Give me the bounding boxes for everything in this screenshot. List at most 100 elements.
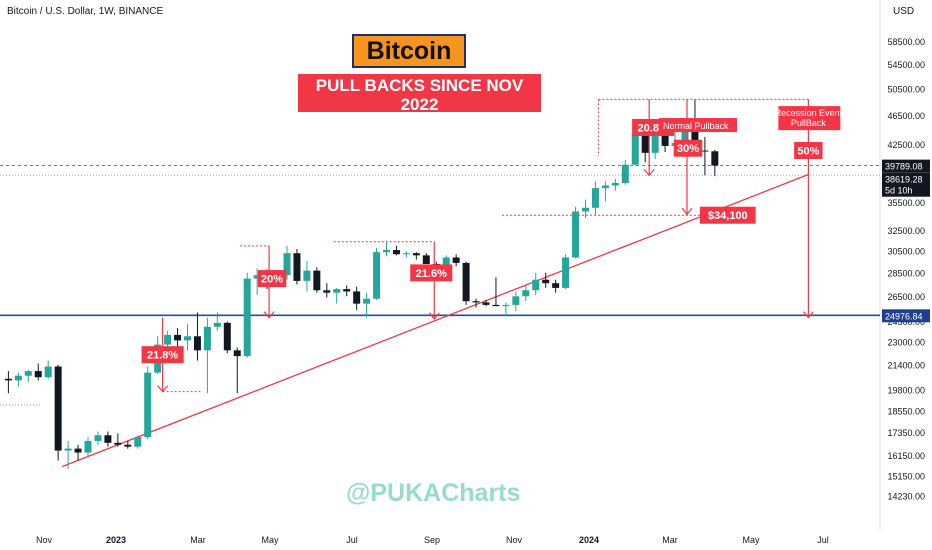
candle bbox=[353, 286, 361, 310]
candle bbox=[14, 372, 22, 387]
candle bbox=[174, 328, 182, 347]
candle-body bbox=[601, 185, 609, 189]
candle-body bbox=[711, 151, 719, 166]
candle bbox=[44, 360, 52, 379]
subtitle-box: PULL BACKS SINCE NOV 2022 and possible s… bbox=[298, 74, 541, 131]
candle-body bbox=[701, 150, 709, 152]
pullback2-label: 20% bbox=[257, 270, 287, 288]
candle bbox=[84, 437, 92, 457]
recession-value-bg bbox=[794, 142, 823, 160]
candle bbox=[452, 254, 460, 267]
candle bbox=[24, 369, 32, 382]
y-tick-label: 21400.00 bbox=[887, 361, 925, 371]
candle bbox=[213, 312, 221, 331]
candle bbox=[363, 292, 371, 318]
candle-body bbox=[472, 301, 480, 303]
y-tick-label: 54500.00 bbox=[887, 60, 925, 70]
candle-body bbox=[253, 275, 261, 279]
y-tick-label: 35500.00 bbox=[887, 198, 925, 208]
symbol-header: Bitcoin / U.S. Dollar, 1W, BINANCE bbox=[7, 6, 164, 17]
candle bbox=[104, 431, 112, 447]
candle-body bbox=[54, 366, 62, 451]
candle bbox=[283, 245, 291, 280]
normal-arrow-head bbox=[681, 207, 693, 216]
candle bbox=[124, 440, 132, 449]
candle-body bbox=[184, 336, 191, 341]
countdown-price-tag-text: 38619.28 bbox=[885, 175, 923, 185]
y-tick-label: 30500.00 bbox=[887, 247, 925, 257]
candle bbox=[601, 181, 609, 202]
candle bbox=[651, 131, 659, 160]
candle-body bbox=[452, 257, 460, 263]
candle-body bbox=[482, 302, 490, 305]
candle bbox=[193, 312, 201, 361]
candle-body bbox=[552, 283, 560, 288]
candle-body bbox=[502, 304, 510, 307]
candle-body bbox=[4, 378, 12, 381]
candle bbox=[522, 285, 530, 302]
candle-body bbox=[313, 270, 321, 291]
candle bbox=[303, 260, 311, 292]
pullback3-label: 21.6% bbox=[410, 264, 453, 282]
candle-body bbox=[412, 253, 420, 256]
candle-body bbox=[572, 211, 580, 258]
candle-body bbox=[213, 322, 221, 327]
candle bbox=[223, 321, 231, 354]
candle-body bbox=[611, 182, 619, 186]
candle-body bbox=[24, 371, 32, 376]
countdown-price-tag-text: 5d 10h bbox=[885, 186, 913, 196]
candle bbox=[313, 267, 321, 293]
countdown-price-tag-bg bbox=[882, 172, 930, 197]
candle-body bbox=[492, 304, 500, 307]
candle bbox=[373, 247, 381, 300]
candle-body bbox=[303, 270, 311, 281]
normal-title-bg bbox=[658, 118, 737, 133]
candle-body bbox=[591, 188, 599, 208]
y-tick-label: 50500.00 bbox=[887, 84, 925, 94]
y-tick-label: 32500.00 bbox=[887, 226, 925, 236]
x-tick-label: Mar bbox=[190, 535, 206, 545]
subtitle-line-1: PULL BACKS SINCE NOV 2022 bbox=[315, 76, 524, 114]
x-tick-label: 2024 bbox=[579, 535, 599, 545]
candle bbox=[611, 178, 619, 191]
normal-value-bg bbox=[673, 139, 703, 157]
pullback3-arrow-head bbox=[428, 312, 440, 320]
x-tick-label: May bbox=[261, 535, 279, 545]
y-tick-label: 42500.00 bbox=[887, 140, 925, 150]
candle bbox=[94, 431, 102, 445]
candle-body bbox=[14, 375, 22, 381]
pullback3-label-text: 21.6% bbox=[416, 268, 447, 280]
y-tick-label: 28500.00 bbox=[887, 268, 925, 278]
candle-body bbox=[363, 298, 371, 304]
candle bbox=[572, 206, 580, 259]
target-label-bg bbox=[699, 206, 756, 224]
candle bbox=[323, 283, 331, 298]
candle-body bbox=[562, 257, 570, 288]
normal-value-text: 30% bbox=[677, 143, 699, 155]
candle bbox=[34, 363, 42, 381]
candle bbox=[502, 302, 510, 317]
candle-body bbox=[641, 133, 649, 153]
y-tick-label: 23000.00 bbox=[887, 337, 925, 347]
support-price-tag-text: 24976.84 bbox=[885, 311, 923, 321]
recession-title-bg bbox=[778, 106, 841, 131]
x-tick-label: May bbox=[742, 535, 760, 545]
normal-value: 30% bbox=[673, 139, 703, 157]
candle bbox=[552, 279, 560, 293]
candle-body bbox=[512, 296, 520, 305]
candle bbox=[64, 440, 72, 469]
candle bbox=[462, 261, 470, 305]
candle bbox=[74, 444, 82, 461]
candle-body bbox=[164, 334, 172, 345]
candle-body bbox=[333, 289, 341, 293]
candle-body bbox=[343, 289, 351, 292]
candle-body bbox=[392, 250, 400, 255]
candle-body bbox=[283, 253, 291, 276]
candle-body bbox=[402, 253, 410, 255]
x-tick-label: Sep bbox=[424, 535, 440, 545]
candle-body bbox=[542, 279, 550, 284]
pullback1-label-bg bbox=[141, 346, 184, 364]
candle-body bbox=[34, 371, 42, 378]
